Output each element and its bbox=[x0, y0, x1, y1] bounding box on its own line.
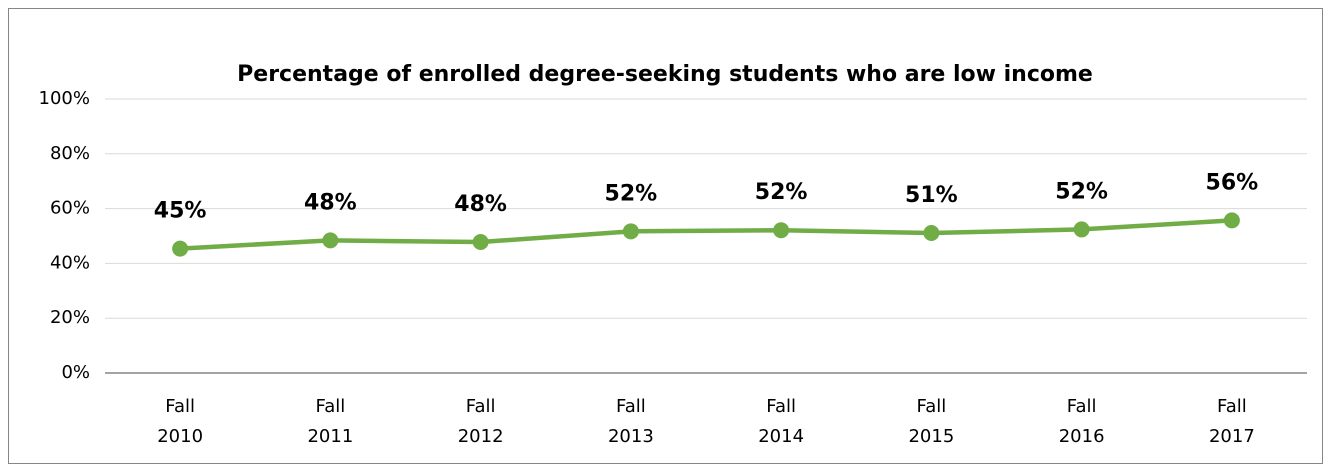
y-tick-label: 0% bbox=[61, 362, 90, 383]
y-tick-label: 20% bbox=[50, 307, 90, 328]
data-label: 51% bbox=[905, 183, 958, 208]
x-tick-label: Fall 2015 bbox=[908, 396, 955, 447]
data-label: 52% bbox=[1055, 179, 1108, 204]
data-label: 56% bbox=[1206, 170, 1259, 195]
y-tick-label: 40% bbox=[50, 252, 90, 273]
data-label: 45% bbox=[154, 199, 207, 224]
x-tick-label: Fall 2017 bbox=[1208, 396, 1255, 447]
data-point bbox=[622, 223, 639, 240]
chart-frame bbox=[8, 8, 1323, 464]
data-point bbox=[773, 222, 790, 239]
data-point bbox=[472, 234, 489, 251]
data-label: 52% bbox=[755, 180, 808, 205]
y-tick-label: 100% bbox=[39, 88, 90, 109]
x-tick-label: Fall 2016 bbox=[1058, 396, 1105, 447]
x-tick-label: Fall 2013 bbox=[607, 396, 654, 447]
data-label: 48% bbox=[304, 190, 357, 215]
x-tick-label: Fall 2010 bbox=[157, 396, 204, 447]
data-point bbox=[923, 224, 940, 241]
data-label: 52% bbox=[605, 181, 658, 206]
data-point bbox=[322, 232, 339, 249]
x-tick-label: Fall 2012 bbox=[457, 396, 504, 447]
chart-title: Percentage of enrolled degree-seeking st… bbox=[237, 62, 1093, 87]
x-tick-label: Fall 2011 bbox=[307, 396, 354, 447]
y-tick-label: 80% bbox=[50, 143, 90, 164]
y-tick-label: 60% bbox=[50, 198, 90, 219]
data-label: 48% bbox=[454, 192, 507, 217]
data-point bbox=[1073, 221, 1090, 238]
data-point bbox=[172, 240, 189, 257]
data-point bbox=[1223, 212, 1240, 229]
x-tick-label: Fall 2014 bbox=[758, 396, 805, 447]
series-line bbox=[180, 218, 1233, 251]
